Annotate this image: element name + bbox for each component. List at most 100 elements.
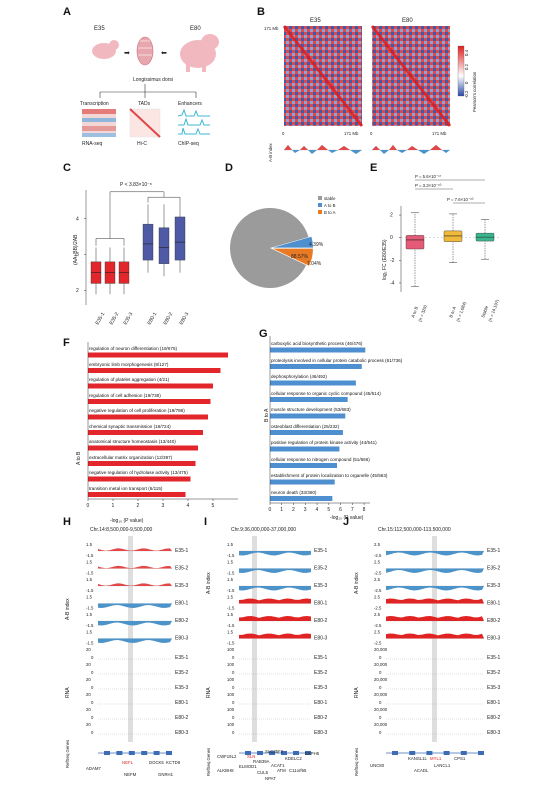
legend-swatch-btoa	[318, 210, 322, 214]
j-highlight	[432, 536, 437, 742]
h-ab-tick-bottom: -1.5	[86, 588, 94, 593]
h-ab-sample-label: E35-1	[175, 548, 189, 554]
g-term-label: establishment of protein localization to…	[271, 473, 388, 478]
hic-label: Hi-C	[137, 141, 147, 147]
i-gene-model	[245, 751, 251, 755]
h-rna-sample-label: E80-3	[175, 730, 189, 736]
j-ab-tick-bottom: -2.5	[374, 606, 382, 611]
j-gene-model	[460, 751, 467, 755]
j-ab-sample-label: E80-1	[487, 601, 501, 607]
i-gene-cwf19l2: CWF19L2	[217, 754, 237, 759]
j-gene-unc80: UNC80	[370, 763, 385, 768]
i-gene-kdelc2: KDELC2	[285, 756, 302, 761]
h-rna-tick-top: 20	[86, 722, 91, 727]
c-xlabel: E80-2	[163, 311, 175, 326]
hic-map-e35	[282, 25, 364, 127]
i-rna-sample-label: E35-1	[314, 655, 328, 661]
i-ab-track	[239, 551, 311, 556]
h-refseq-label: RefSeq Genes	[65, 740, 70, 768]
h-ab-track	[98, 548, 172, 551]
c-xlabel: E80-1	[147, 311, 159, 326]
j-rna-tick-bottom: 0	[379, 730, 382, 735]
j-ab-track	[386, 616, 484, 621]
g-bar	[270, 463, 338, 468]
i-rna-tick-top: 100	[227, 647, 235, 652]
muscle-label: Longissimus dorsi	[133, 77, 173, 83]
h-gene-kctd9: KCTD9	[166, 760, 181, 765]
i-gene-model	[305, 751, 311, 755]
panel-e-boxplot: P = 5.6×10⁻¹⁷ P = 3.3×10⁻¹⁰ P = 7.6×10⁻¹…	[382, 174, 500, 322]
i-gene-alkbh8: ALKBH8	[217, 768, 234, 773]
h-ab-sample-label: E80-2	[175, 618, 189, 624]
panel-g-barchart: B to A 0 1 2 3 4 5 6 7 8 -log₁₀ (P value) carbox…	[262, 332, 532, 527]
f-xtick-label: 2	[137, 503, 140, 509]
i-ab-tick-bottom: -1.5	[227, 571, 235, 576]
g-xtick-label: 7	[351, 507, 354, 513]
j-ab-tick-top: 2.5	[374, 595, 381, 600]
h-ab-tick-bottom: -1.5	[86, 641, 94, 646]
h-rna-sample-label: E35-3	[175, 685, 189, 691]
c-box	[142, 223, 154, 261]
i-rna-sample-label: E80-3	[314, 730, 328, 736]
h-rna-sample-label: E80-1	[175, 700, 189, 706]
c-xlabel: E35-3	[123, 311, 135, 326]
panel-d-pie: 88.57% 4.39% 7.04% stable A to B B to A	[230, 196, 336, 288]
f-term-label: embryonic limb morphogenesis (8/127)	[89, 361, 169, 367]
h-ab-track	[98, 621, 172, 626]
g-term-label: positive regulation of protein kinase ac…	[271, 440, 377, 445]
j-rna-sample-label: E80-1	[487, 700, 501, 706]
i-rna-sample-label: E35-2	[314, 670, 328, 676]
pie-slice-stable	[230, 208, 309, 288]
h-rna-tick-top: 20	[86, 662, 91, 667]
g-term-label: carboxylic acid biosynthetic process (46…	[271, 341, 363, 346]
colorbar-title: Pearson's correlation	[472, 71, 477, 112]
h-gene-model	[141, 751, 148, 755]
g-term-label: cellular response to organic cyclic comp…	[271, 390, 381, 396]
f-xtick-label: 1	[112, 503, 115, 509]
h-region: Chr.14:8,500,000-9,500,000	[90, 527, 152, 533]
g-bar	[270, 496, 333, 501]
i-rna-tick-bottom: 0	[232, 730, 235, 735]
i-ab-tick-bottom: -1.5	[227, 641, 235, 646]
i-ab-tick-top: 1.5	[227, 595, 234, 600]
e-ytick-label: 0	[390, 235, 393, 241]
j-gene-model	[426, 751, 433, 755]
h-gene-model	[104, 751, 110, 755]
h-rna-sample-label: E80-2	[175, 715, 189, 721]
i-ab-tick-top: 1.5	[227, 542, 234, 547]
h-ab-tick-top: 1.5	[86, 577, 93, 582]
cbar-tick-0: -0.2	[464, 90, 469, 98]
c-ytick-label-2: 2	[76, 288, 79, 294]
h-gene-nefm: NEFM	[124, 772, 137, 777]
j-ab-track	[386, 586, 484, 591]
panel-f-barchart: A to B 0 1 2 3 4 5 -log₁₀ (P value) regulatio…	[70, 340, 265, 525]
g-term-label: neuron death (33/360)	[271, 489, 317, 495]
h-ab-tick-top: 1.5	[86, 595, 93, 600]
h-rna-sample-label: E35-1	[175, 655, 189, 661]
e-ytick-label: -4	[390, 280, 395, 286]
j-ab-tick-bottom: -2.5	[374, 588, 382, 593]
i-ab-tick-bottom: -1.5	[227, 623, 235, 628]
svg-text:➡: ➡	[124, 50, 130, 57]
j-rna-tick-bottom: 0	[379, 670, 382, 675]
i-track-stack: 1.5-1.5E35-11.5-1.5E35-21.5-1.5E35-31.5-…	[227, 536, 328, 755]
panel-label-f: F	[63, 337, 70, 349]
j-ab-sample-label: E35-1	[487, 548, 501, 554]
g-term-label: osteoblast differentiation (25/232)	[271, 423, 340, 429]
j-rna-tick-top: 20,000	[374, 707, 388, 712]
cbar-tick-3: 0.4	[464, 49, 469, 56]
c-xlabel: E80-3	[179, 311, 191, 326]
j-gene-lancl1: LANCL1	[434, 763, 451, 768]
j-rna-sample-label: E35-1	[487, 655, 501, 661]
hic-xmax-label-2: 171 Mb	[432, 131, 447, 136]
f-bar	[88, 414, 208, 420]
i-rna-tick-bottom: 0	[232, 670, 235, 675]
e-nlabel: (n = 1,084)	[455, 300, 467, 322]
i-gene-rab39a: RAB39A	[253, 759, 270, 764]
h-ab-tick-top: 1.5	[86, 612, 93, 617]
j-rna-tick-bottom: 0	[379, 655, 382, 660]
legend-btoa: B to A	[324, 210, 336, 215]
i-ab-tick-bottom: -1.5	[227, 606, 235, 611]
i-gene-exph5: EXPH5	[305, 751, 320, 756]
h-ab-track	[98, 603, 172, 608]
